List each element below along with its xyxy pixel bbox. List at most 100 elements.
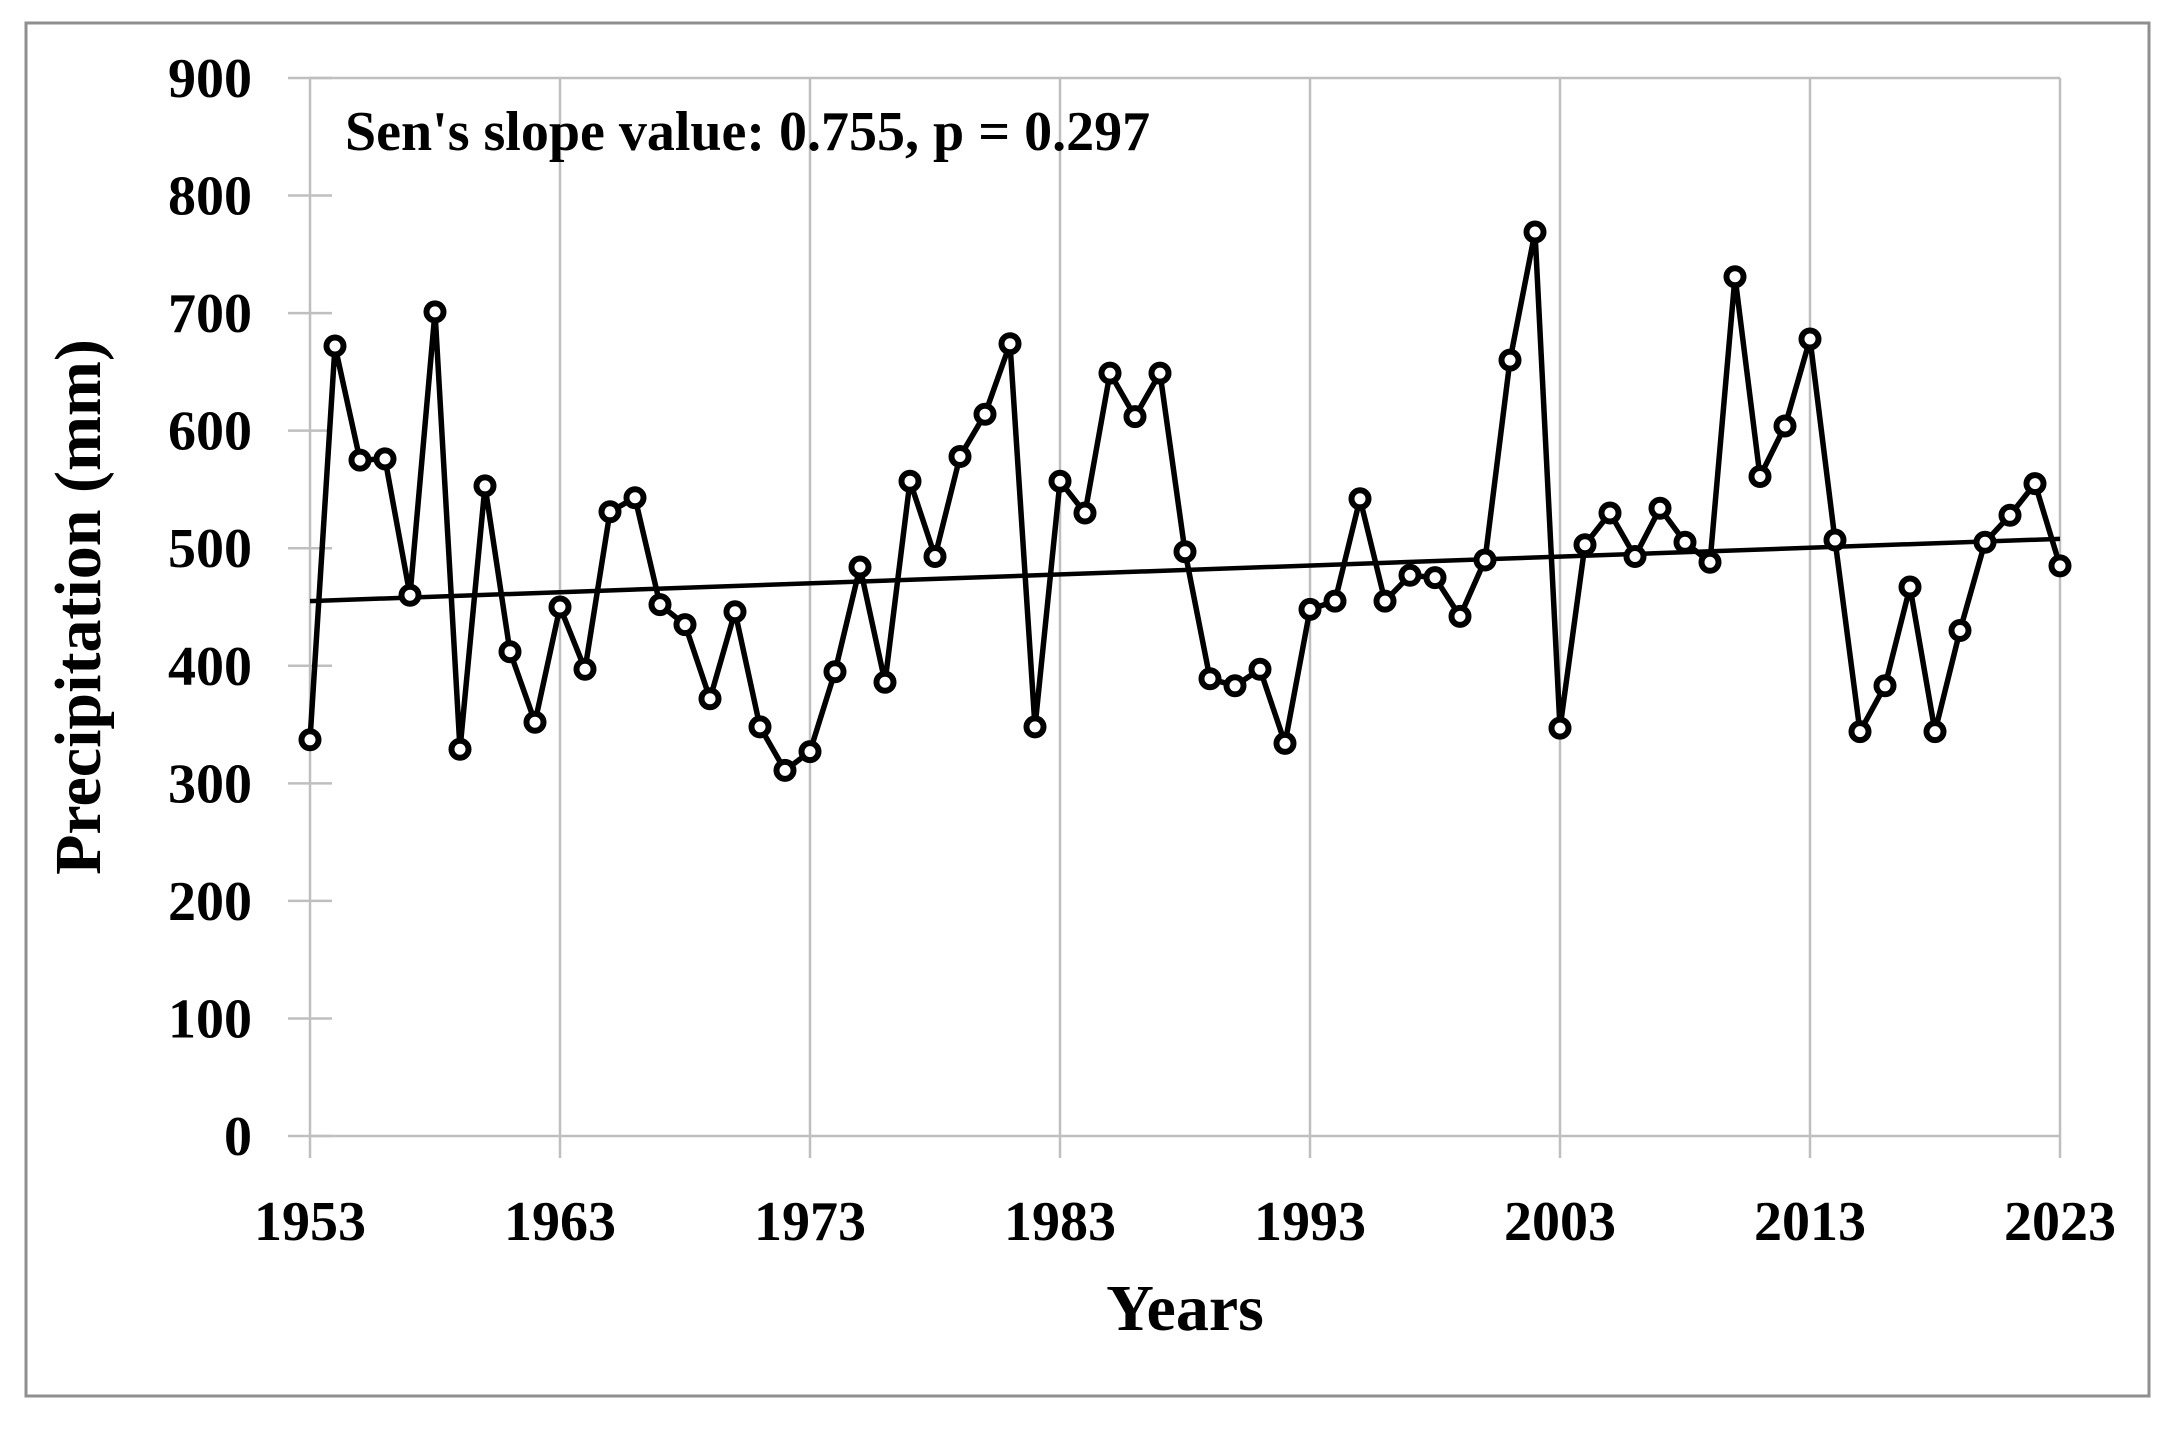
data-point-1962 <box>523 710 547 734</box>
y-tick-label-300: 300 <box>168 753 252 815</box>
data-point-1971 <box>748 715 772 739</box>
precipitation-series-line <box>307 229 2063 774</box>
data-point-1987 <box>1148 361 1172 385</box>
data-point-1974 <box>823 660 847 684</box>
data-point-1957 <box>398 583 422 607</box>
data-point-1996 <box>1373 589 1397 613</box>
data-point-2008 <box>1673 530 1697 554</box>
data-point-2023 <box>2048 554 2072 578</box>
data-point-1978 <box>923 545 947 568</box>
y-tick-label-500: 500 <box>168 518 252 580</box>
data-point-1991 <box>1248 657 1272 681</box>
data-point-1983 <box>1048 469 1072 493</box>
data-point-2001 <box>1498 348 1522 372</box>
x-tick-label-1963: 1963 <box>504 1191 616 1253</box>
data-point-1999 <box>1448 604 1472 628</box>
data-point-1975 <box>848 555 872 579</box>
x-tick-label-1953: 1953 <box>254 1191 366 1253</box>
data-point-2000 <box>1473 548 1497 572</box>
data-point-1979 <box>948 445 972 468</box>
data-point-1961 <box>498 640 522 664</box>
data-point-2020 <box>1973 530 1997 554</box>
data-point-2012 <box>1773 414 1797 438</box>
data-point-1966 <box>623 486 647 510</box>
y-tick-label-200: 200 <box>168 871 252 933</box>
x-tick-label-2003: 2003 <box>1504 1191 1616 1253</box>
data-point-1956 <box>373 447 397 471</box>
trend-line <box>309 536 2061 604</box>
sens-slope-annotation: Sen's slope value: 0.755, p = 0.297 <box>345 101 1150 163</box>
data-point-1988 <box>1173 540 1197 564</box>
data-point-1967 <box>648 593 672 617</box>
data-point-2002 <box>1523 220 1547 244</box>
x-axis-title: Years <box>1106 1272 1264 1345</box>
data-point-1984 <box>1073 501 1097 525</box>
data-point-1993 <box>1298 597 1322 621</box>
data-point-1980 <box>973 402 997 426</box>
data-point-1972 <box>773 758 797 782</box>
data-point-2015 <box>1848 720 1872 744</box>
data-point-1969 <box>698 687 722 711</box>
y-tick-label-400: 400 <box>168 636 252 698</box>
y-tick-label-700: 700 <box>168 283 252 345</box>
data-point-1981 <box>998 332 1022 356</box>
data-point-1994 <box>1323 589 1347 613</box>
data-point-1968 <box>673 613 697 637</box>
data-point-1965 <box>598 500 622 524</box>
y-tick-label-0: 0 <box>224 1106 252 1168</box>
data-point-2019 <box>1948 619 1972 642</box>
x-tick-label-2023: 2023 <box>2004 1191 2116 1253</box>
data-point-1982 <box>1023 715 1047 739</box>
data-point-1986 <box>1123 405 1147 429</box>
data-point-2009 <box>1698 550 1722 574</box>
y-tick-label-600: 600 <box>168 401 252 463</box>
data-point-1973 <box>798 740 822 764</box>
data-point-1992 <box>1273 731 1297 755</box>
data-point-1963 <box>548 595 572 619</box>
data-point-1976 <box>873 670 897 694</box>
x-tick-label-1973: 1973 <box>754 1191 866 1253</box>
data-point-2007 <box>1648 496 1672 520</box>
data-point-1960 <box>473 474 497 498</box>
data-point-2006 <box>1623 545 1647 568</box>
data-point-2011 <box>1748 465 1772 488</box>
data-point-2014 <box>1823 528 1847 552</box>
data-point-1977 <box>898 469 922 493</box>
data-point-1990 <box>1223 674 1247 698</box>
data-point-2022 <box>2023 472 2047 496</box>
data-point-2021 <box>1998 503 2022 527</box>
data-point-2013 <box>1798 327 1822 351</box>
data-point-1955 <box>348 448 372 472</box>
data-point-2010 <box>1723 265 1747 289</box>
data-point-2005 <box>1598 501 1622 525</box>
data-point-1985 <box>1098 361 1122 385</box>
data-point-1998 <box>1423 566 1447 590</box>
y-tick-label-100: 100 <box>168 988 252 1050</box>
data-point-2003 <box>1548 716 1572 740</box>
data-point-1970 <box>723 600 747 624</box>
y-tick-label-800: 800 <box>168 166 252 228</box>
data-point-1997 <box>1398 563 1422 587</box>
figure-frame <box>24 21 2151 1398</box>
grid-layer <box>308 76 2062 1138</box>
data-point-1958 <box>423 300 447 324</box>
data-point-1964 <box>573 657 597 681</box>
series-layer <box>298 220 2072 782</box>
x-tick-label-1983: 1983 <box>1004 1191 1116 1253</box>
x-tick-label-2013: 2013 <box>1754 1191 1866 1253</box>
x-tick-label-1993: 1993 <box>1254 1191 1366 1253</box>
data-point-1959 <box>448 737 472 761</box>
y-tick-label-900: 900 <box>168 48 252 110</box>
data-point-2016 <box>1873 674 1897 698</box>
data-point-1989 <box>1198 667 1222 691</box>
data-point-1954 <box>323 334 347 358</box>
data-point-1953 <box>298 728 322 752</box>
axis-layer: 1953 1963 1973 1983 1993 2003 2013 2023 0 100 200 3… <box>168 48 2116 1253</box>
data-point-2017 <box>1898 575 1922 599</box>
data-point-2018 <box>1923 720 1947 744</box>
data-point-1995 <box>1348 487 1372 511</box>
y-axis-title: Precipitation (mm) <box>42 339 115 875</box>
data-point-2004 <box>1573 533 1597 557</box>
